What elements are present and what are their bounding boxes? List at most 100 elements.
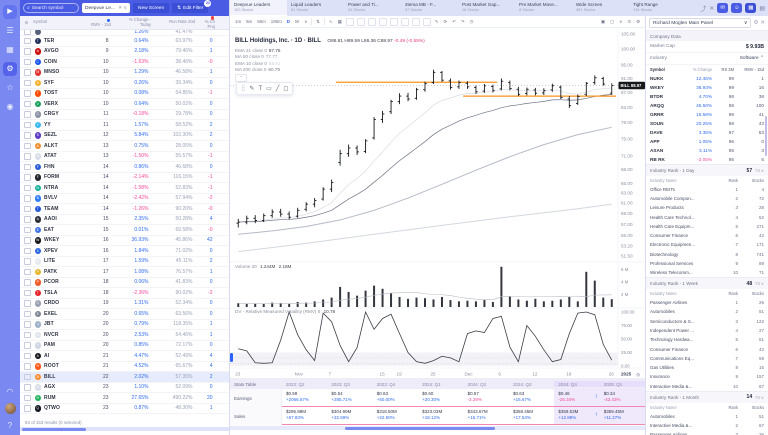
share-icon[interactable]: ⤴ bbox=[700, 6, 707, 13]
peer-row[interactable]: SOUN 20.25% 98 43 bbox=[646, 119, 768, 128]
rank-row[interactable]: Health Care Technol... 4 52 bbox=[646, 212, 768, 221]
rank-section-header[interactable]: Industry Rank - 1 Month 14 74 ∨ bbox=[646, 390, 768, 403]
clock-icon[interactable]: ◷ bbox=[469, 18, 474, 24]
rank-row[interactable]: Automobiles 1 51 bbox=[646, 411, 768, 420]
table-row[interactable]: F FHN 14 0.86% 46.68% 0 bbox=[20, 162, 229, 173]
table-row[interactable]: P PCOR 18 0.06% 41.83% 0 bbox=[20, 278, 229, 288]
row-checkbox[interactable] bbox=[24, 363, 31, 370]
rank-row[interactable]: Electronic Equipmen... 7 171 bbox=[646, 240, 768, 249]
table-row[interactable]: T TSLA 18 -2.36% 90.02% -2 bbox=[20, 288, 229, 299]
table-row[interactable]: A ALKT 13 0.75% 28.05% 0 bbox=[20, 141, 229, 152]
row-checkbox[interactable] bbox=[24, 268, 31, 275]
table-row[interactable]: M MNSO 10 1.29% 46.58% 1 bbox=[20, 68, 229, 78]
rank-row[interactable]: Interactive Media &... 10 67 bbox=[646, 382, 768, 391]
chart-style-button[interactable] bbox=[356, 17, 365, 26]
comment-tool-icon[interactable]: ◻ bbox=[283, 86, 289, 92]
redo-icon[interactable]: ↷ bbox=[460, 18, 465, 24]
row-checkbox[interactable] bbox=[24, 331, 31, 338]
up-arrow-icon[interactable]: ↑ bbox=[594, 394, 598, 400]
table-row[interactable]: E EXEL 20 0.65% 63.56% 0 bbox=[20, 309, 229, 320]
table-row[interactable]: A AI 21 4.47% 52.49% 4 bbox=[20, 351, 229, 362]
mail-button[interactable]: ✉ bbox=[717, 3, 729, 13]
row-checkbox[interactable] bbox=[24, 79, 31, 86]
row-checkbox[interactable] bbox=[24, 279, 31, 286]
screens-icon[interactable]: ▦ bbox=[6, 45, 14, 54]
row-checkbox[interactable] bbox=[24, 132, 31, 139]
rank-row[interactable]: Gas Utilities 8 15 bbox=[646, 363, 768, 372]
chart-style-button[interactable] bbox=[367, 17, 376, 26]
chevron-down-icon[interactable]: ∨ bbox=[619, 18, 623, 24]
table-row[interactable]: N NVCR 20 2.53% 54.46% 1 bbox=[20, 330, 229, 341]
column-change[interactable]: % Change - Today bbox=[128, 16, 151, 27]
row-checkbox[interactable] bbox=[24, 184, 31, 191]
video-icon[interactable]: ◉ bbox=[6, 102, 14, 111]
peer-row[interactable]: GRRR 15.68% 98 41 bbox=[646, 110, 768, 119]
rank-row[interactable]: Automobiles 2 51 bbox=[646, 307, 768, 316]
row-checkbox[interactable] bbox=[24, 237, 31, 244]
tab-tight-range[interactable]: Tight Range 134 Stocks bbox=[629, 0, 686, 16]
rank-row[interactable]: Consumer Finance 6 42 bbox=[646, 231, 768, 240]
education-icon[interactable]: ◠ bbox=[6, 387, 14, 396]
rank-row[interactable]: Biotechnology 8 741 bbox=[646, 250, 768, 259]
rank-row[interactable]: Insurance 9 157 bbox=[646, 372, 768, 381]
close-icon[interactable]: ✕ bbox=[709, 5, 715, 12]
row-checkbox[interactable] bbox=[24, 163, 31, 170]
layout-button[interactable]: ▦ bbox=[745, 3, 757, 13]
timeframe-195m[interactable]: 195m bbox=[270, 19, 282, 24]
screener-hscrollbar[interactable] bbox=[20, 427, 229, 431]
rank-row[interactable]: Passenger Airlines 3 26 bbox=[646, 430, 768, 435]
row-checkbox[interactable] bbox=[24, 205, 31, 212]
peer-col-0[interactable]: Symbol bbox=[650, 67, 665, 72]
row-checkbox[interactable] bbox=[24, 342, 31, 349]
settings-icon[interactable]: ⚙ bbox=[636, 18, 640, 24]
table-row[interactable]: A AGX 23 1.10% 52.09% 0 bbox=[20, 383, 229, 393]
window-icon[interactable]: ▢ bbox=[610, 18, 615, 24]
row-checkbox[interactable] bbox=[24, 310, 31, 317]
column-proj[interactable]: % Ch Proj bbox=[195, 15, 215, 30]
panel-scrollbar[interactable] bbox=[765, 116, 767, 156]
chart-style-button[interactable] bbox=[422, 17, 431, 26]
row-checkbox[interactable] bbox=[24, 174, 31, 181]
table-row[interactable]: N NTRA 14 -1.58% 52.83% -1 bbox=[20, 183, 229, 194]
collapse-legend-button[interactable]: ⌃ bbox=[235, 73, 247, 82]
table-row[interactable]: R RUM 23 27.65% 490.22% 20 bbox=[20, 393, 229, 404]
tab-power-and-ti-[interactable]: Power and Ti... 24 Stocks bbox=[344, 0, 401, 16]
peer-row[interactable]: WKEY 36.93% 99 16 bbox=[646, 83, 768, 92]
settings-icon[interactable]: ⚙ bbox=[3, 62, 17, 76]
peer-col-1[interactable]: % Change bbox=[692, 67, 712, 72]
row-checkbox[interactable] bbox=[24, 121, 31, 128]
row-checkbox[interactable] bbox=[24, 216, 31, 223]
rank-row[interactable]: Wireless Telecomm... 10 71 bbox=[646, 268, 768, 277]
table-row[interactable]: C CRGY 11 -0.18% 29.78% 0 bbox=[20, 110, 229, 120]
peer-row[interactable]: BTDR 4.70% 98 38 bbox=[646, 92, 768, 101]
row-checkbox[interactable] bbox=[24, 100, 31, 107]
rank-row[interactable]: Technology Hardwa... 5 51 bbox=[646, 335, 768, 344]
table-row[interactable]: W WKEY 16 36.93% 45.86% 42 bbox=[20, 236, 229, 246]
chart-area[interactable]: 105.00 100.00 95.00 91.00 87.00 83.00 79.00 75.… bbox=[230, 28, 645, 378]
table-row[interactable]: P PAM 20 0.85% 72.17% 0 bbox=[20, 341, 229, 351]
gear-icon[interactable]: ⚙ bbox=[753, 20, 759, 26]
tab-2tema-mb-f-[interactable]: 2tema MB - F... 37 Stocks bbox=[401, 0, 458, 16]
peer-col-2[interactable]: RS 3M bbox=[721, 67, 734, 72]
grid-icon[interactable]: ▤ bbox=[759, 5, 765, 12]
timeframe-5m[interactable]: 5m bbox=[246, 19, 253, 24]
chart-style-button[interactable] bbox=[389, 17, 398, 26]
table-row[interactable]: X XPEV 16 1.84% 71.02% 0 bbox=[20, 246, 229, 257]
table-row[interactable]: F FORM 14 -2.14% 116.15% -1 bbox=[20, 173, 229, 183]
table-row[interactable]: S SYF 10 0.26% 39.34% 0 bbox=[20, 78, 229, 89]
table-row[interactable]: A ATAT 13 -1.50% 55.57% -1 bbox=[20, 152, 229, 162]
rank-row[interactable]: Passenger Airlines 1 26 bbox=[646, 298, 768, 307]
table-row[interactable]: Y YY 11 1.57% 58.52% 2 bbox=[20, 120, 229, 131]
row-checkbox[interactable] bbox=[24, 195, 31, 202]
table-row[interactable]: L LITE 17 1.59% 45.11% 2 bbox=[20, 257, 229, 267]
table-row[interactable]: B BILL 22 2.02% 57.35% 2 bbox=[20, 372, 229, 383]
account-button[interactable]: ☺ bbox=[731, 3, 743, 13]
close-icon[interactable]: ✕ bbox=[760, 20, 765, 26]
table-row[interactable]: C COIN 10 -1.63% 38.46% -0 bbox=[20, 57, 229, 68]
tab-post-market-gap-[interactable]: Post Market Gap... 18 Stocks bbox=[458, 0, 515, 16]
rank-row[interactable]: Professional Services 9 89 bbox=[646, 259, 768, 268]
row-checkbox[interactable] bbox=[24, 300, 31, 307]
gear-icon[interactable]: ⚙ bbox=[24, 20, 29, 25]
table-row[interactable]: P PATK 17 1.08% 76.57% 1 bbox=[20, 267, 229, 278]
rank-row[interactable]: Health Care Equipm... 5 271 bbox=[646, 222, 768, 231]
